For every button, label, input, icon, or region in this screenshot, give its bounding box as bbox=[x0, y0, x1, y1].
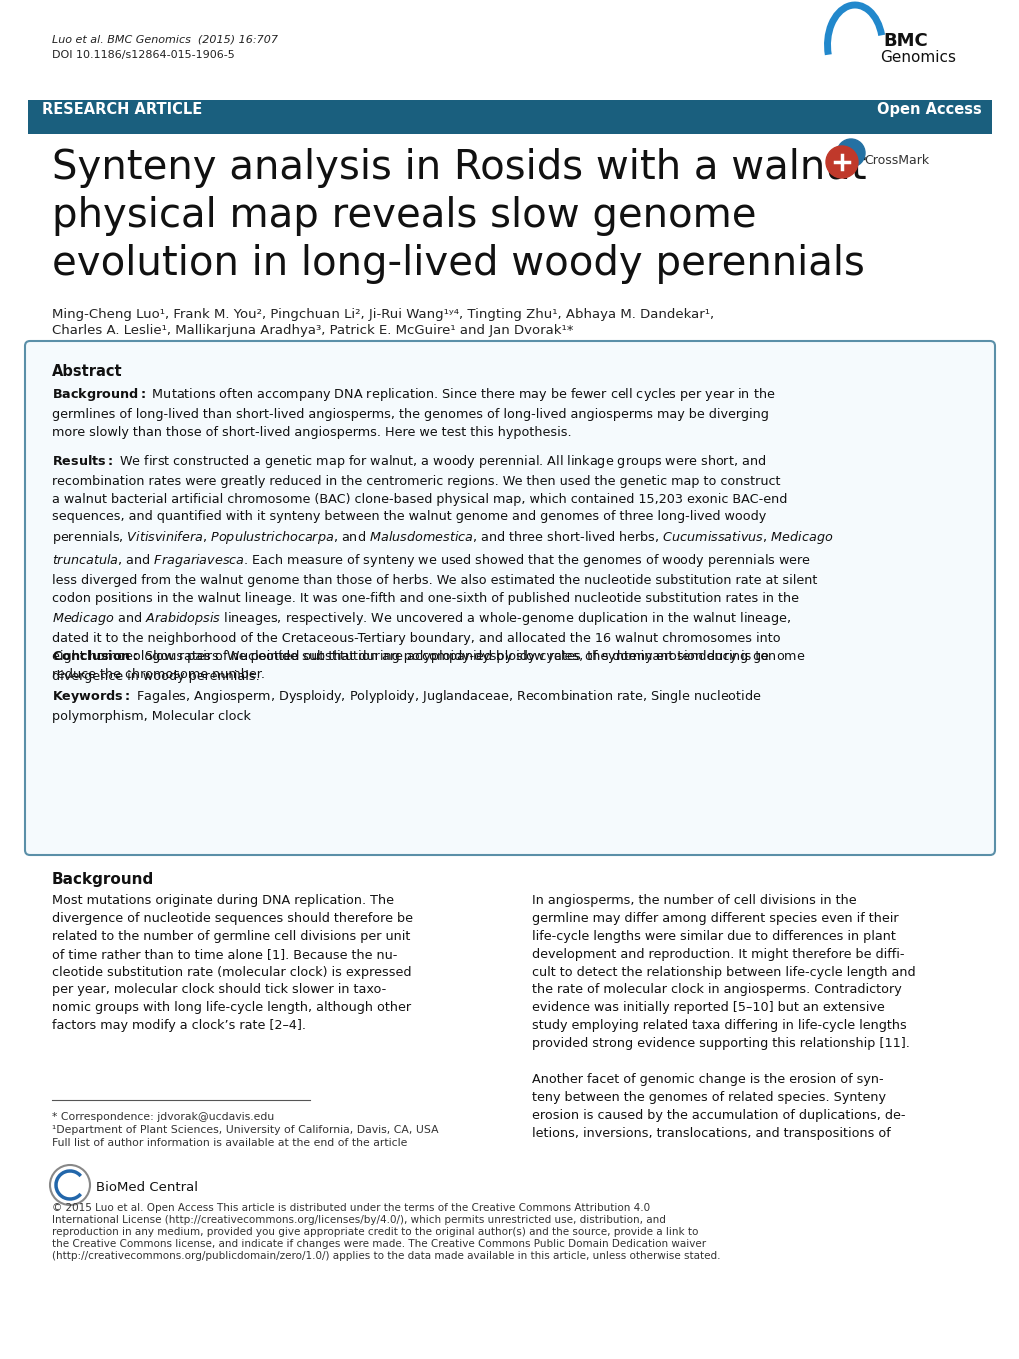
Text: * Correspondence: jdvorak@ucdavis.edu: * Correspondence: jdvorak@ucdavis.edu bbox=[52, 1112, 274, 1123]
Text: Synteny analysis in Rosids with a walnut: Synteny analysis in Rosids with a walnut bbox=[52, 148, 866, 188]
Text: $\mathbf{Keywords:}$ Fagales, Angiosperm, Dysploidy, Polyploidy, Juglandaceae, R: $\mathbf{Keywords:}$ Fagales, Angiosperm… bbox=[52, 688, 761, 723]
Text: ¹Department of Plant Sciences, University of California, Davis, CA, USA: ¹Department of Plant Sciences, Universit… bbox=[52, 1125, 438, 1135]
Text: Genomics: Genomics bbox=[879, 50, 955, 65]
Text: (http://creativecommons.org/publicdomain/zero/1.0/) applies to the data made ava: (http://creativecommons.org/publicdomain… bbox=[52, 1252, 719, 1261]
Bar bbox=[28, 101, 991, 135]
Text: CrossMark: CrossMark bbox=[863, 154, 928, 167]
Text: Full list of author information is available at the end of the article: Full list of author information is avail… bbox=[52, 1137, 407, 1148]
Text: Luo et al. BMC Genomics  (2015) 16:707: Luo et al. BMC Genomics (2015) 16:707 bbox=[52, 35, 278, 45]
Text: Background: Background bbox=[52, 872, 154, 887]
Text: Most mutations originate during DNA replication. The
divergence of nucleotide se: Most mutations originate during DNA repl… bbox=[52, 894, 413, 1033]
Text: Charles A. Leslie¹, Mallikarjuna Aradhya³, Patrick E. McGuire¹ and Jan Dvorak¹*: Charles A. Leslie¹, Mallikarjuna Aradhya… bbox=[52, 323, 573, 337]
Text: $\mathbf{Results:}$ We first constructed a genetic map for walnut, a woody peren: $\mathbf{Results:}$ We first constructed… bbox=[52, 453, 833, 681]
Text: evolution in long-lived woody perennials: evolution in long-lived woody perennials bbox=[52, 245, 864, 284]
Text: BioMed Central: BioMed Central bbox=[96, 1181, 198, 1195]
Text: Open Access: Open Access bbox=[876, 102, 981, 117]
Text: International License (http://creativecommons.org/licenses/by/4.0/), which permi: International License (http://creativeco… bbox=[52, 1215, 665, 1224]
Text: Abstract: Abstract bbox=[52, 364, 122, 379]
FancyBboxPatch shape bbox=[25, 341, 994, 855]
Circle shape bbox=[837, 139, 864, 167]
Text: In angiosperms, the number of cell divisions in the
germline may differ among di: In angiosperms, the number of cell divis… bbox=[532, 894, 915, 1140]
Text: reproduction in any medium, provided you give appropriate credit to the original: reproduction in any medium, provided you… bbox=[52, 1227, 698, 1237]
Text: DOI 10.1186/s12864-015-1906-5: DOI 10.1186/s12864-015-1906-5 bbox=[52, 50, 234, 60]
Text: Ming-Cheng Luo¹, Frank M. You², Pingchuan Li², Ji-Rui Wang¹ʸ⁴, Tingting Zhu¹, Ab: Ming-Cheng Luo¹, Frank M. You², Pingchua… bbox=[52, 308, 713, 321]
Text: BMC: BMC bbox=[882, 33, 927, 50]
Text: RESEARCH ARTICLE: RESEARCH ARTICLE bbox=[42, 102, 202, 117]
Text: $\mathbf{Background:}$ Mutations often accompany DNA replication. Since there ma: $\mathbf{Background:}$ Mutations often a… bbox=[52, 386, 774, 439]
Circle shape bbox=[825, 145, 857, 178]
Text: $\mathbf{Conclusion:}$ Slow rates of nucleotide substitution are accompanied by : $\mathbf{Conclusion:}$ Slow rates of nuc… bbox=[52, 648, 805, 682]
Text: physical map reveals slow genome: physical map reveals slow genome bbox=[52, 196, 756, 236]
Text: the Creative Commons license, and indicate if changes were made. The Creative Co: the Creative Commons license, and indica… bbox=[52, 1239, 705, 1249]
Text: © 2015 Luo et al. Open Access This article is distributed under the terms of the: © 2015 Luo et al. Open Access This artic… bbox=[52, 1203, 649, 1214]
